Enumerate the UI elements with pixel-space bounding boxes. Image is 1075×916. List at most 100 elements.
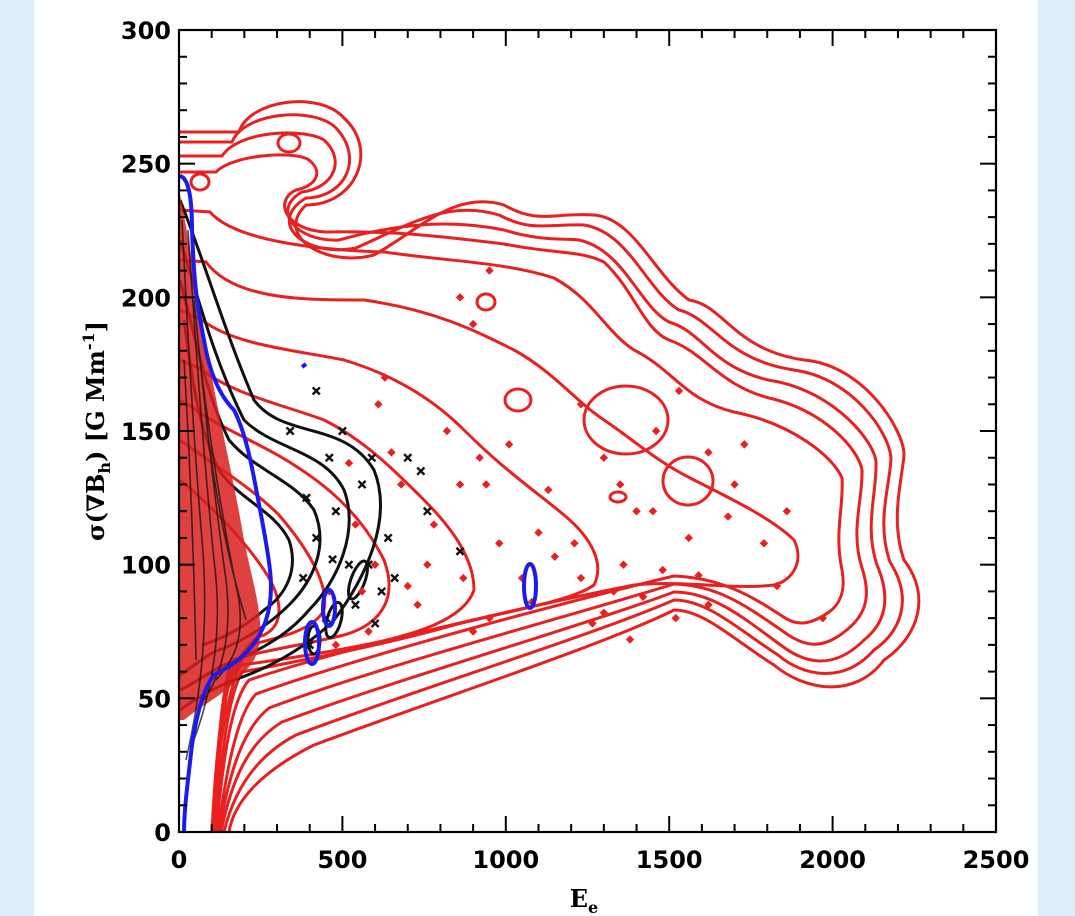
- black-x-point: [305, 640, 315, 650]
- axes: 0 500 1000 1500 2000 2500 0 50 100 150 200 250 300: [121, 17, 1030, 874]
- x-axis-label: Ee: [570, 884, 598, 916]
- red-diamond-point: [625, 635, 635, 644]
- red-diamond-point: [374, 400, 383, 409]
- red-diamond-point: [759, 539, 769, 548]
- red-diamond-point: [397, 480, 406, 489]
- red-diamond-point: [455, 293, 465, 302]
- contour-red-island-3: [475, 292, 497, 312]
- red-diamond-point: [459, 573, 468, 583]
- red-diamond-point: [740, 440, 749, 449]
- contour-red-island-6: [661, 455, 715, 507]
- black-x-point: [367, 453, 377, 463]
- black-x-point: [370, 619, 380, 628]
- y-tick-label: 250: [121, 151, 171, 179]
- black-x-point: [351, 600, 360, 610]
- contour-red-7: [179, 308, 600, 832]
- red-diamond-point: [651, 426, 661, 436]
- y-tick-label: 150: [121, 418, 171, 446]
- black-x-point: [311, 533, 321, 543]
- contours-red: [179, 100, 921, 832]
- x-axis-label-sub: e: [588, 898, 598, 916]
- red-diamond-point: [413, 600, 422, 609]
- dense-core-black-lines: [181, 219, 247, 761]
- red-diamond-point: [344, 458, 354, 468]
- x-tick-label: 500: [317, 846, 367, 874]
- red-diamond-point: [364, 627, 373, 636]
- black-x-point: [364, 560, 373, 570]
- contour-red-island-2: [189, 172, 211, 192]
- red-diamond-point: [504, 440, 514, 449]
- red-diamond-point: [495, 539, 504, 548]
- contour-blue-main: [179, 174, 273, 832]
- black-x-point: [344, 560, 354, 570]
- contour-blue-island-3: [522, 562, 538, 610]
- red-diamond-point: [730, 480, 739, 489]
- contour-blue-fragment: [300, 362, 308, 369]
- red-diamond-point: [387, 448, 396, 457]
- red-diamond-point: [818, 613, 827, 623]
- red-diamond-point: [576, 400, 586, 409]
- markers-red: [325, 266, 827, 650]
- contour-blue-island-2: [321, 588, 337, 628]
- red-diamond-point: [658, 565, 667, 575]
- contour-red-5: [179, 208, 845, 832]
- y-tick-label: 100: [121, 552, 171, 580]
- red-diamond-point: [648, 507, 658, 516]
- black-x-point: [422, 506, 432, 516]
- y-axis-label-main: σ(∇B: [81, 474, 110, 541]
- x-tick-label: 2500: [963, 846, 1030, 874]
- chart-figure: 0 500 1000 1500 2000 2500 0 50 100 150 200 250 300 …: [34, 0, 1038, 916]
- red-diamond-point: [615, 480, 625, 489]
- black-x-point: [357, 480, 367, 489]
- black-x-point: [455, 546, 465, 556]
- red-diamond-point: [632, 507, 641, 516]
- y-axis-ticks: [179, 29, 996, 833]
- red-diamond-point: [357, 587, 367, 596]
- red-diamond-point: [481, 480, 491, 489]
- y-axis-label-sup: -1: [79, 332, 98, 350]
- y-tick-label: 300: [121, 17, 171, 45]
- red-diamond-point: [671, 613, 680, 623]
- contour-black-1: [179, 199, 382, 712]
- red-diamond-point: [475, 453, 484, 462]
- red-diamond-point: [331, 640, 341, 650]
- red-diamond-point: [599, 608, 609, 617]
- contour-red-island-7: [608, 490, 628, 504]
- red-diamond-point: [534, 528, 543, 537]
- x-tick-label: 1500: [636, 846, 703, 874]
- black-x-point: [403, 453, 413, 463]
- red-diamond-point: [485, 613, 494, 623]
- black-x-point: [331, 506, 341, 516]
- black-x-point: [285, 426, 295, 436]
- red-diamond-point: [704, 600, 713, 609]
- red-diamond-point: [455, 480, 465, 489]
- red-diamond-point: [694, 571, 703, 580]
- red-diamond-point: [468, 319, 478, 329]
- red-diamond-point: [609, 587, 618, 596]
- red-diamond-point: [782, 507, 792, 516]
- x-axis-ticks: [178, 30, 997, 832]
- contour-red-4: [180, 153, 868, 832]
- y-axis-label: σ(∇Bh) [G Mm-1]: [79, 321, 114, 541]
- contour-red-2: [180, 113, 904, 832]
- y-axis-tick-labels: 0 50 100 150 200 250 300: [121, 17, 171, 847]
- black-x-point: [324, 453, 334, 463]
- x-tick-label: 1000: [472, 846, 539, 874]
- black-x-point: [337, 426, 347, 436]
- black-x-point: [390, 573, 400, 583]
- contour-red-island-4: [503, 387, 533, 413]
- black-x-point: [328, 554, 338, 564]
- y-axis-label-sub: h: [95, 462, 114, 474]
- red-diamond-point: [485, 266, 494, 275]
- red-diamond-point: [772, 581, 782, 591]
- black-x-point: [298, 573, 308, 583]
- contour-red-island-1: [276, 132, 302, 154]
- x-tick-label: 0: [171, 846, 188, 874]
- red-diamond-point: [380, 373, 390, 382]
- x-axis-label-main: E: [570, 884, 588, 913]
- red-diamond-point: [674, 386, 684, 396]
- y-tick-label: 0: [154, 819, 171, 847]
- y-axis-label-close: ]: [81, 321, 110, 332]
- x-axis-tick-labels: 0 500 1000 1500 2000 2500: [171, 846, 1030, 874]
- red-diamond-point: [544, 485, 553, 495]
